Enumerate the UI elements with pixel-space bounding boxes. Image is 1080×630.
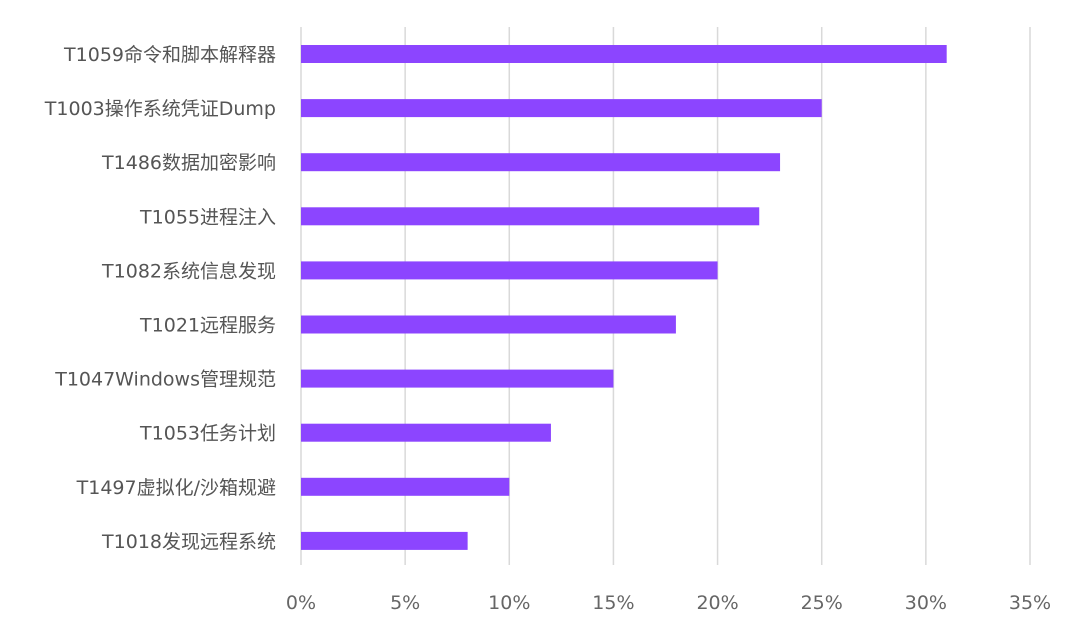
x-axis-tick-labels: 0% 5% 10% 15% 20% 25% 30% 35% bbox=[286, 592, 1051, 614]
category-label: T1082系统信息发现 bbox=[101, 260, 276, 282]
bar bbox=[301, 315, 676, 334]
bar bbox=[301, 369, 614, 388]
bar bbox=[301, 477, 510, 496]
bar bbox=[301, 261, 718, 280]
category-label: T1055进程注入 bbox=[139, 206, 276, 228]
x-tick-label: 20% bbox=[696, 592, 738, 614]
category-label: T1497虚拟化/沙箱规避 bbox=[76, 477, 276, 499]
category-label: T1021远程服务 bbox=[139, 315, 276, 337]
x-tick-label: 25% bbox=[801, 592, 843, 614]
category-label: T1018发现远程系统 bbox=[101, 531, 276, 553]
x-tick-label: 15% bbox=[592, 592, 634, 614]
x-tick-label: 5% bbox=[390, 592, 420, 614]
x-tick-label: 35% bbox=[1009, 592, 1051, 614]
category-label: T1047Windows管理规范 bbox=[54, 369, 276, 391]
bar bbox=[301, 531, 468, 550]
bar bbox=[301, 423, 551, 442]
x-tick-label: 0% bbox=[286, 592, 316, 614]
category-label: T1003操作系统凭证Dump bbox=[44, 98, 276, 120]
category-label: T1059命令和脚本解释器 bbox=[63, 44, 276, 66]
x-tick-label: 10% bbox=[488, 592, 530, 614]
bar bbox=[301, 153, 781, 172]
bar bbox=[301, 45, 947, 63]
category-label: T1053任务计划 bbox=[139, 423, 276, 445]
x-tick-label: 30% bbox=[905, 592, 947, 614]
bars bbox=[301, 45, 947, 550]
bar bbox=[301, 99, 822, 118]
category-label: T1486数据加密影响 bbox=[101, 152, 276, 174]
category-labels: T1059命令和脚本解释器 T1003操作系统凭证Dump T1486数据加密影响 T… bbox=[44, 44, 276, 553]
bar bbox=[301, 207, 760, 226]
